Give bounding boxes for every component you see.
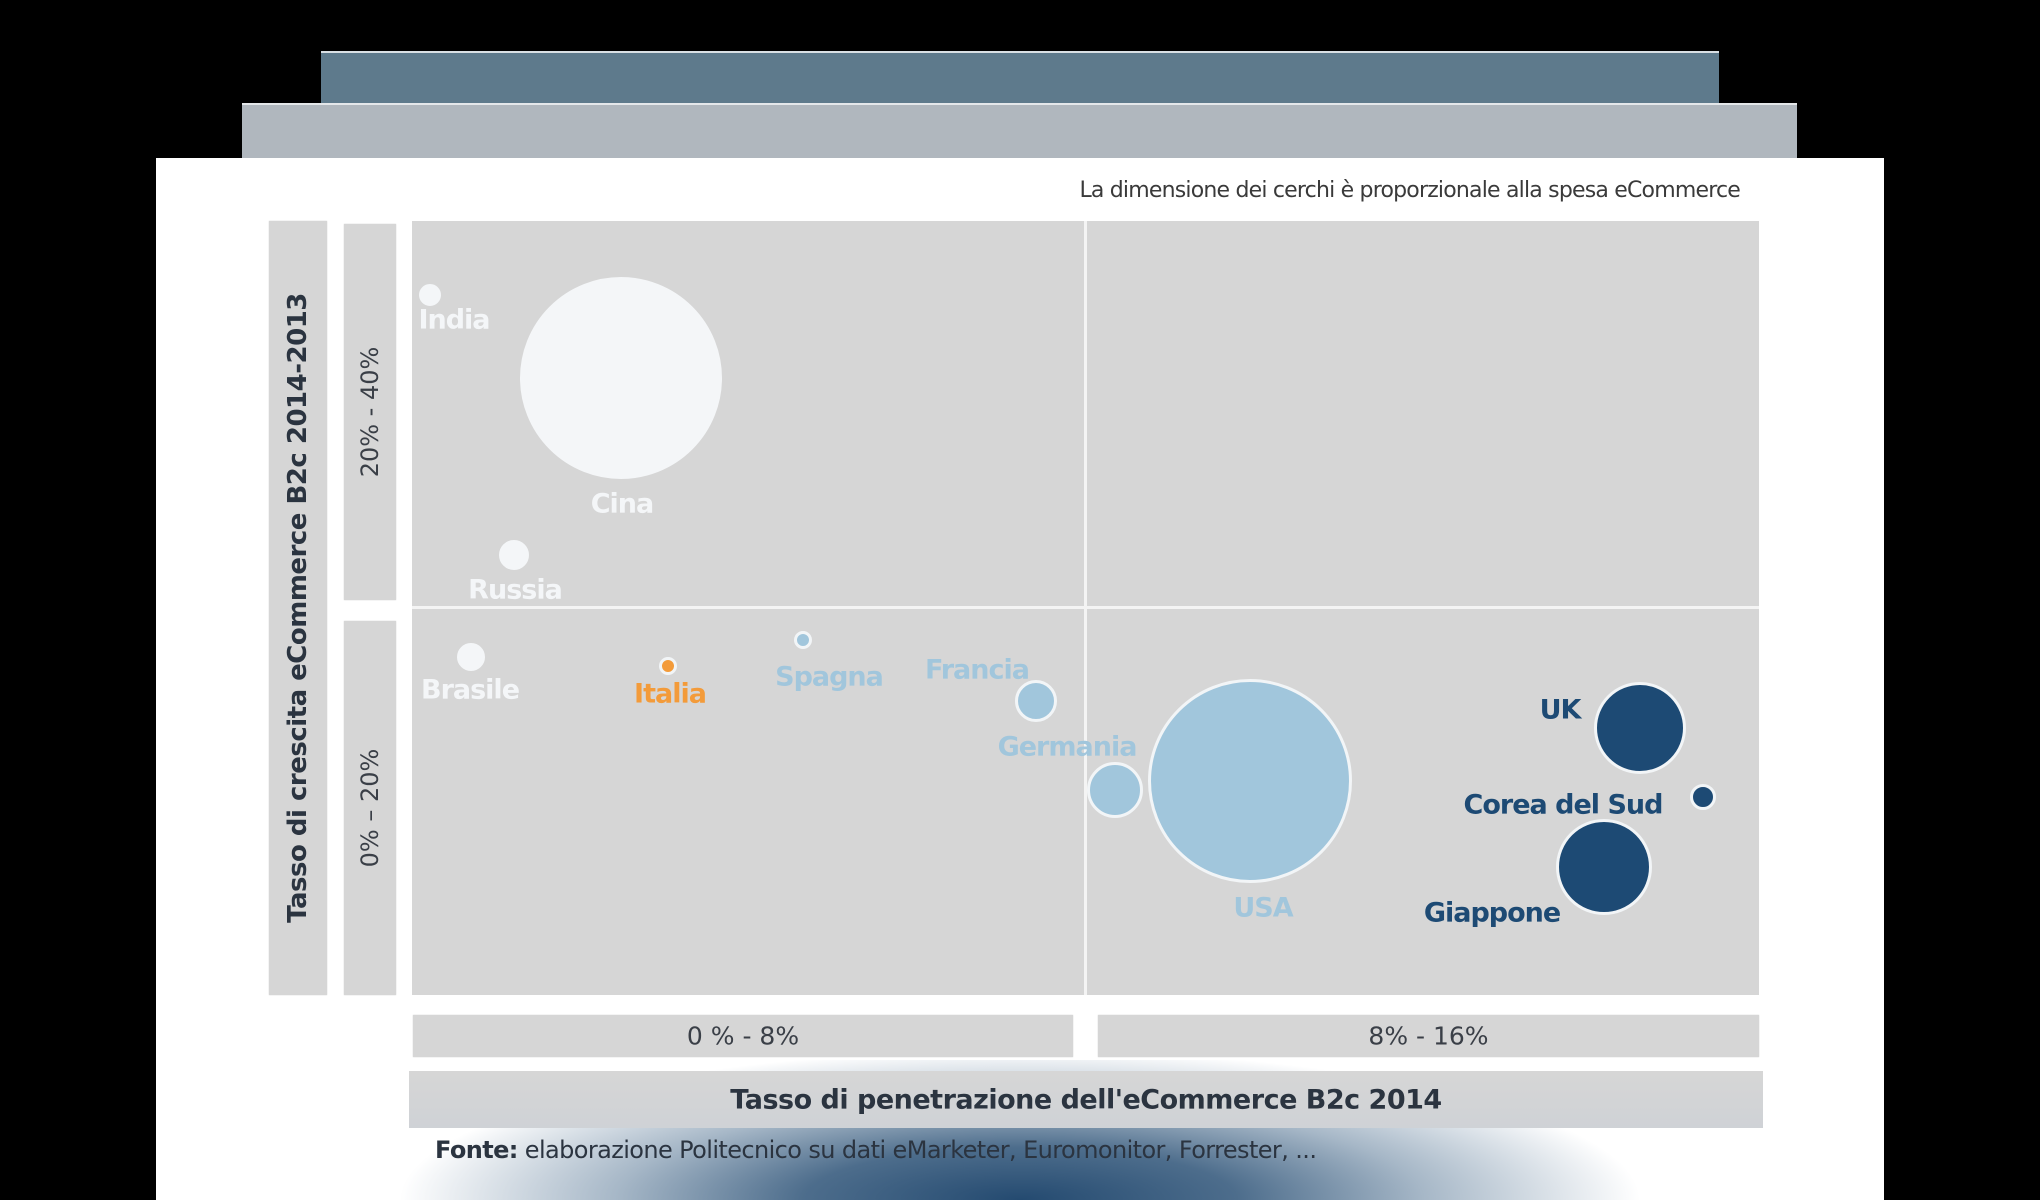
bubble-italia <box>659 657 677 675</box>
bubble-india <box>419 284 441 306</box>
header-band-dark <box>321 51 1719 103</box>
bubble-cina <box>520 277 722 479</box>
bubble-spagna <box>794 631 812 649</box>
x-axis-title-box: Tasso di penetrazione dell'eCommerce B2c… <box>409 1071 1763 1128</box>
bubble-label-brasile: Brasile <box>420 674 520 706</box>
bubble-label-cina: Cina <box>590 488 655 520</box>
bubble-uk <box>1594 682 1686 774</box>
bubble-corea-del-sud <box>1690 784 1716 810</box>
y-range-high-box: 20% - 40% <box>344 224 396 600</box>
source-label: Fonte: <box>435 1136 518 1164</box>
bubble-label-india: India <box>418 304 490 336</box>
source-note: Fonte: elaborazione Politecnico su dati … <box>435 1136 1317 1164</box>
chart-subtitle: La dimensione dei cerchi è proporzionale… <box>1079 178 1740 203</box>
bubble-label-uk: UK <box>1539 694 1582 726</box>
x-range-high-label: 8% - 16% <box>1368 1021 1489 1051</box>
x-range-low-label: 0 % - 8% <box>686 1021 800 1051</box>
bubble-label-usa: USA <box>1233 892 1293 924</box>
bubble-russia <box>499 540 529 570</box>
y-range-high-label: 20% - 40% <box>356 346 384 478</box>
y-axis-title-box: Tasso di crescita eCommerce B2c 2014-201… <box>269 221 327 995</box>
source-text: elaborazione Politecnico su dati eMarket… <box>517 1136 1317 1164</box>
bubble-label-italia: Italia <box>634 678 707 710</box>
bubble-label-giappone: Giappone <box>1423 897 1561 929</box>
bubble-usa <box>1148 679 1352 883</box>
vertical-quadrant-divider <box>1084 221 1087 995</box>
x-range-high-box: 8% - 16% <box>1098 1015 1759 1057</box>
bubble-label-germania: Germania <box>997 731 1138 763</box>
bubble-francia <box>1015 680 1057 722</box>
header-band-light <box>242 103 1797 158</box>
bubble-label-spagna: Spagna <box>775 661 884 693</box>
bubble-label-francia: Francia <box>925 654 1030 686</box>
x-axis-title: Tasso di penetrazione dell'eCommerce B2c… <box>730 1084 1442 1115</box>
y-axis-title: Tasso di crescita eCommerce B2c 2014-201… <box>283 293 313 923</box>
bubble-brasile <box>457 643 485 671</box>
y-range-low-box: 0% – 20% <box>344 621 396 995</box>
bubble-label-corea-del-sud: Corea del Sud <box>1463 789 1664 821</box>
y-range-low-label: 0% – 20% <box>356 748 384 868</box>
bubble-giappone <box>1556 819 1652 915</box>
bubble-germania <box>1087 762 1143 818</box>
bubble-label-russia: Russia <box>468 574 563 606</box>
x-range-low-box: 0 % - 8% <box>413 1015 1073 1057</box>
